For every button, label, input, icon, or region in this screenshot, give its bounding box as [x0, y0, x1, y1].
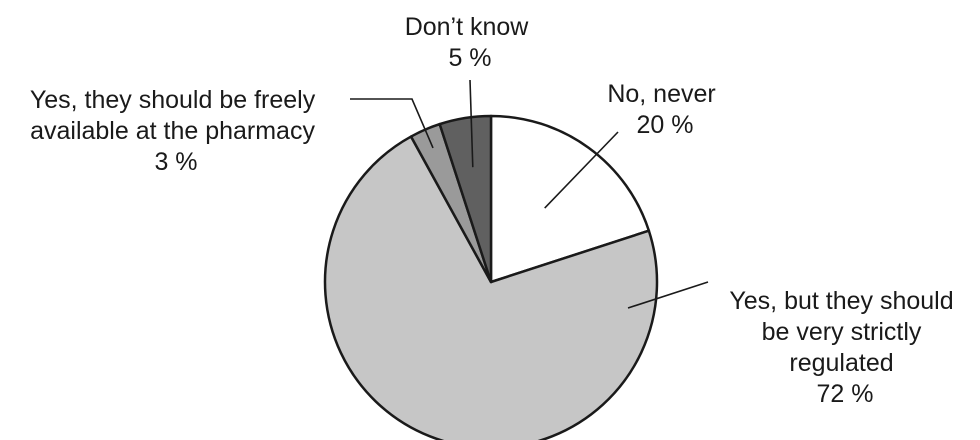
leader-lines	[350, 79, 709, 309]
pie-slices	[323, 114, 659, 440]
leader-dont-know	[469, 79, 474, 168]
pie-slice-dont-know	[438, 114, 493, 284]
pie-slice-no-never	[489, 114, 651, 284]
slice-label-strictly-regulated: Yes, but they should be very strictly re…	[729, 287, 960, 408]
pie-slice-strictly-regulated	[323, 135, 659, 440]
slice-label-no-never: No, never 20 %	[607, 80, 722, 139]
leader-freely-available	[350, 98, 434, 149]
leader-strictly-regulated	[627, 281, 709, 309]
slice-label-freely-available: Yes, they should be freely available at …	[30, 86, 322, 176]
slice-label-dont-know: Don’t know 5 %	[405, 13, 536, 72]
leader-no-never	[544, 131, 619, 209]
